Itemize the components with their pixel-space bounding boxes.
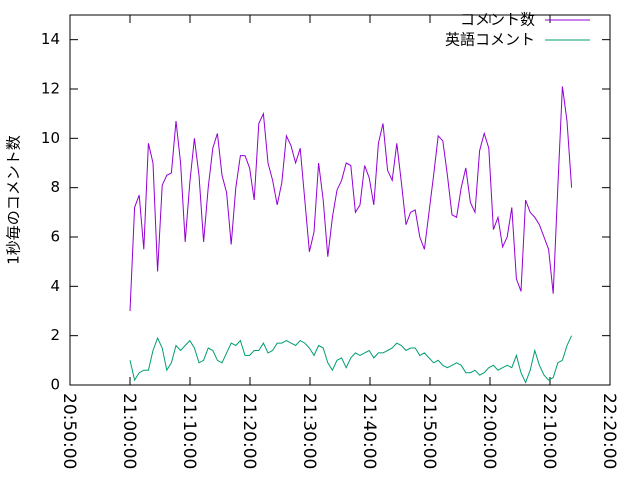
x-tick-label: 21:40:00 xyxy=(359,393,379,469)
x-tick-label: 22:10:00 xyxy=(539,393,559,469)
x-tick-label: 21:30:00 xyxy=(299,393,319,469)
y-tick-label: 4 xyxy=(50,277,60,295)
series-line xyxy=(129,86,573,312)
y-axis-label: 1秒毎のコメント数 xyxy=(5,135,23,265)
y-tick-label: 14 xyxy=(41,30,60,48)
x-tick-label: 21:50:00 xyxy=(419,393,439,469)
y-tick-label: 10 xyxy=(41,129,60,147)
y-tick-label: 2 xyxy=(50,326,60,344)
plot-frame xyxy=(69,14,611,386)
y-tick-label: 6 xyxy=(50,228,60,246)
legend-label: コメント数 xyxy=(460,11,535,29)
legend-label: 英語コメント xyxy=(445,31,535,49)
y-tick-label: 8 xyxy=(50,178,60,196)
x-tick-label: 22:00:00 xyxy=(479,393,499,469)
y-tick-label: 0 xyxy=(50,376,60,394)
x-tick-label: 21:20:00 xyxy=(239,393,259,469)
x-tick-label: 21:00:00 xyxy=(119,393,139,469)
series-line xyxy=(129,335,573,384)
x-tick-label: 21:10:00 xyxy=(179,393,199,469)
y-tick-label: 12 xyxy=(41,80,60,98)
x-tick-label: 20:50:00 xyxy=(59,393,79,469)
x-tick-label: 22:20:00 xyxy=(599,393,619,469)
